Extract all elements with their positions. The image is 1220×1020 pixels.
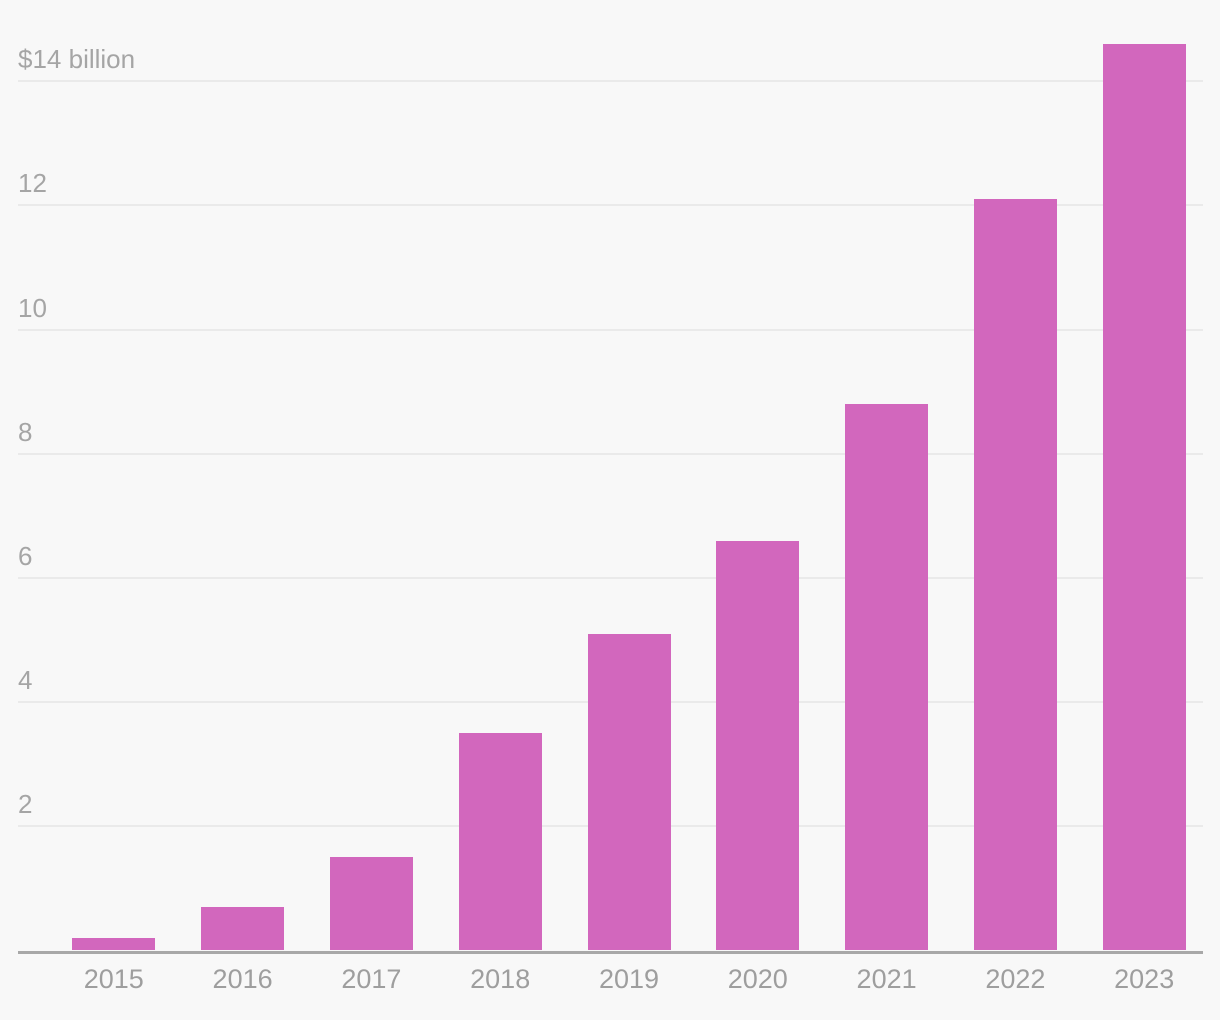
x-axis-label-2022: 2022 — [985, 964, 1046, 994]
bar-2019 — [587, 633, 671, 951]
x-axis-label-2016: 2016 — [212, 964, 273, 994]
bar-2023 — [1102, 43, 1186, 951]
x-axis-label-2019: 2019 — [598, 964, 660, 994]
y-axis-label-12: 12 — [18, 168, 47, 199]
y-axis-label-14: $14 billion — [18, 44, 136, 75]
bar-2020 — [716, 540, 800, 951]
x-axis-label-2020: 2020 — [727, 964, 788, 994]
bar-2021 — [845, 404, 929, 951]
y-axis-label-6: 6 — [18, 540, 33, 571]
y-axis-label-10: 10 — [18, 292, 47, 323]
x-axis-label-2015: 2015 — [83, 964, 144, 994]
bar-2017 — [329, 857, 413, 951]
bar-2022 — [973, 199, 1057, 951]
gridline-8 — [18, 452, 1203, 455]
bar-2016 — [201, 907, 285, 951]
x-axis-label-2021: 2021 — [856, 964, 917, 994]
gridline-12 — [18, 204, 1203, 207]
y-axis-label-4: 4 — [18, 665, 33, 696]
x-axis-line — [18, 950, 1203, 954]
x-axis-label-2017: 2017 — [341, 964, 402, 994]
y-axis-label-2: 2 — [18, 789, 33, 820]
bar-2015 — [72, 938, 156, 951]
x-axis-label-2018: 2018 — [470, 964, 531, 994]
gridline-14 — [18, 80, 1203, 83]
x-axis-label-2023: 2023 — [1114, 964, 1175, 994]
gridline-10 — [18, 328, 1203, 331]
y-axis-label-8: 8 — [18, 416, 33, 447]
gridline-6 — [18, 576, 1203, 579]
bar-2018 — [458, 733, 542, 951]
